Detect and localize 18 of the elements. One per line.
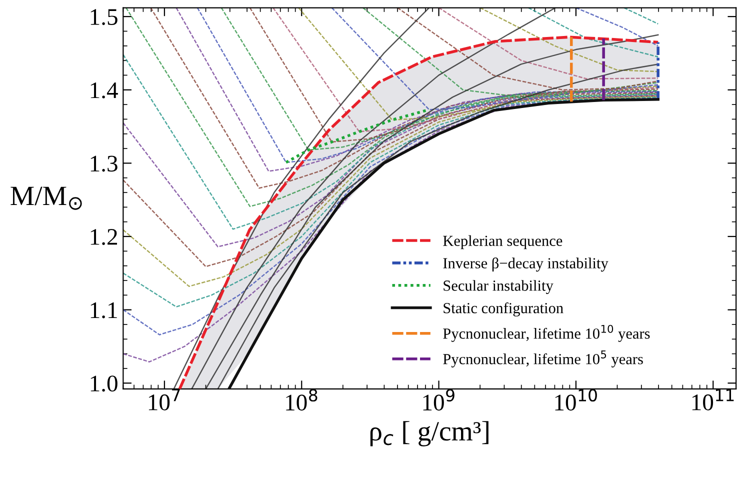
legend-label: Pycnonuclear, lifetime 10$^{10}$ years	[443, 324, 650, 342]
x-tick-label: 10$^{8}$	[286, 389, 318, 411]
x-tick-label: 10$^{9}$	[423, 389, 454, 411]
legend-label: Keplerian sequence	[443, 235, 562, 250]
y-tick-label: 1.3	[90, 156, 118, 172]
y-tick-label: 1.2	[90, 229, 118, 246]
legend-label: Static configuration	[444, 302, 564, 316]
x-tick-label: 10$^{11}$	[692, 389, 734, 410]
legend-label: Inverse β−decay instability	[443, 258, 608, 272]
legend-label: Secular instability	[444, 280, 554, 294]
y-tick-label: 1.5	[90, 9, 118, 26]
y-tick-label: 1.0	[90, 376, 118, 392]
legend-label: Pycnonuclear, lifetime 10$^{5}$ years	[443, 350, 643, 368]
x-tick-label: 10$^{10}$	[555, 389, 597, 411]
y-tick-label: 1.4	[90, 82, 118, 98]
y-tick-label: 1.1	[90, 302, 117, 318]
y-axis-title: M/M$_{⊙}$	[10, 186, 82, 210]
x-axis-title: ρ$_{c}$ [ g/cm³]	[370, 421, 488, 446]
